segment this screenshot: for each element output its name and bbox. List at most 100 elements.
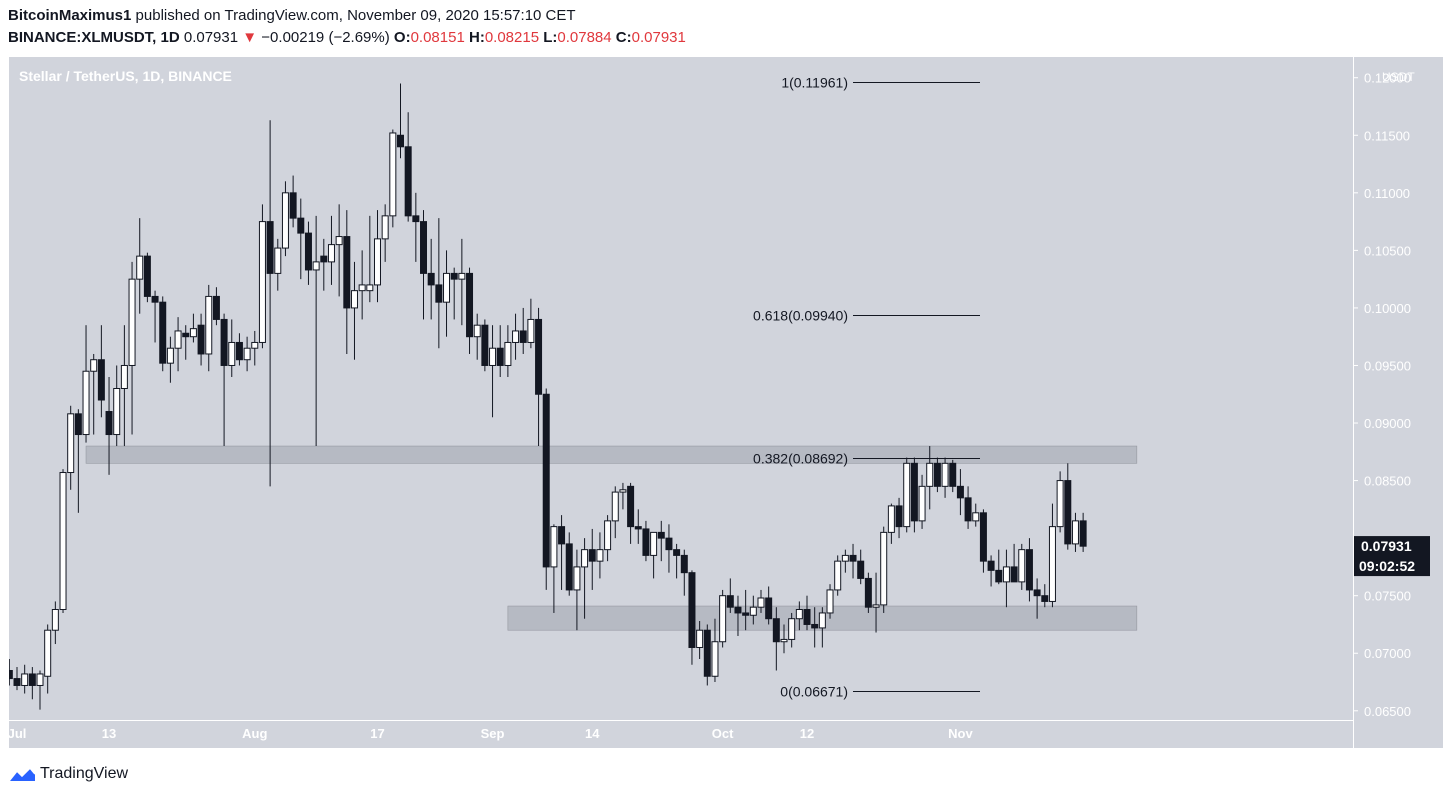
author-name[interactable]: BitcoinMaximus1 xyxy=(8,7,132,24)
bullish-candle xyxy=(619,489,627,493)
bearish-candle xyxy=(304,232,312,271)
fibonacci-levels: 1(0.11961) 0.618(0.09940) 0.382(0.08692) 0(… xyxy=(753,75,980,700)
bearish-candle xyxy=(558,526,566,545)
bearish-candle xyxy=(803,609,811,625)
bearish-candle xyxy=(811,623,819,629)
price-change: −0.00219 (−2.69%) xyxy=(261,29,390,46)
bullish-candle xyxy=(243,347,251,361)
bullish-candle xyxy=(512,330,520,343)
bullish-candle xyxy=(1056,480,1064,528)
bullish-candle xyxy=(120,364,128,389)
price-axis[interactable] xyxy=(1353,57,1443,748)
down-arrow-icon: ▼ xyxy=(242,29,258,46)
bullish-candle xyxy=(880,531,888,606)
time-tick-label: 17 xyxy=(370,726,384,741)
bearish-candle xyxy=(765,597,773,620)
bullish-candle xyxy=(174,330,182,349)
bullish-candle xyxy=(711,641,719,677)
bearish-candle xyxy=(642,528,650,556)
bearish-candle xyxy=(420,221,428,274)
bullish-candle xyxy=(281,192,289,249)
bullish-candle xyxy=(926,462,934,487)
bullish-candle xyxy=(918,485,926,522)
bearish-candle xyxy=(235,341,243,361)
bearish-candle xyxy=(13,678,21,686)
price-tick-label: 0.07500 xyxy=(1364,589,1411,604)
bearish-candle xyxy=(1079,520,1087,547)
bullish-candle xyxy=(381,215,389,240)
price-tick-label: 0.11500 xyxy=(1364,128,1410,143)
close-value: 0.07931 xyxy=(631,29,686,46)
bearish-candle xyxy=(28,673,36,686)
bearish-candle xyxy=(1025,549,1033,591)
bearish-candle xyxy=(220,318,228,366)
bullish-candle xyxy=(527,318,535,343)
bullish-candle xyxy=(550,526,558,568)
bullish-candle xyxy=(795,609,803,620)
bullish-candle xyxy=(67,413,75,474)
bullish-candle xyxy=(972,512,980,522)
bearish-candle xyxy=(97,359,105,401)
bullish-candle xyxy=(841,554,849,562)
publish-info: BitcoinMaximus1 published on TradingView… xyxy=(8,7,576,24)
bearish-candle xyxy=(680,554,688,574)
bullish-candle xyxy=(788,618,796,640)
bullish-candle xyxy=(82,370,90,436)
bullish-candle xyxy=(719,595,727,643)
price-tick-label: 0.09000 xyxy=(1364,416,1411,431)
bullish-candle xyxy=(189,328,197,338)
bullish-candle xyxy=(573,566,581,591)
fib-level-label: 0.618(0.09940) xyxy=(753,308,848,324)
bearish-candle xyxy=(772,618,780,643)
bearish-candle xyxy=(519,330,527,343)
time-tick-label: 13 xyxy=(102,726,116,741)
bearish-candle xyxy=(734,606,742,614)
bearish-candle xyxy=(979,512,987,562)
bullish-candle xyxy=(205,295,213,355)
time-tick-label: Oct xyxy=(712,726,734,741)
bearish-candle xyxy=(1041,595,1049,602)
bearish-candle xyxy=(74,413,82,436)
bullish-candle xyxy=(1018,549,1026,583)
bullish-candle xyxy=(373,238,381,286)
bearish-candle xyxy=(673,549,681,556)
bullish-candle xyxy=(872,604,880,608)
bearish-candle xyxy=(404,146,412,217)
bearish-candle xyxy=(849,554,857,562)
bullish-candle xyxy=(166,347,174,364)
time-axis[interactable] xyxy=(9,720,1353,748)
bullish-candle xyxy=(596,549,604,562)
bearish-candle xyxy=(910,462,918,522)
time-tick-label: 12 xyxy=(800,726,814,741)
time-tick-label: Sep xyxy=(481,726,505,741)
bullish-candle xyxy=(489,347,497,366)
bullish-candle xyxy=(136,255,144,280)
bullish-candle xyxy=(1048,526,1056,602)
bullish-candle xyxy=(757,597,765,608)
footer-brand: TradingView xyxy=(40,765,129,782)
bullish-candle xyxy=(228,341,236,366)
bullish-candle xyxy=(650,531,658,556)
low-value: 0.07884 xyxy=(557,29,612,46)
bearish-candle xyxy=(412,215,420,223)
fib-level-label: 1(0.11961) xyxy=(781,75,848,91)
symbol-name: BINANCE:XLMUSDT, 1D xyxy=(8,29,180,46)
bearish-candle xyxy=(726,595,734,608)
bearish-candle xyxy=(289,192,297,219)
price-tick-label: 0.10000 xyxy=(1364,301,1411,316)
tradingview-logo[interactable]: TradingView xyxy=(8,762,128,786)
fib-level-label: 0.382(0.08692) xyxy=(753,451,848,467)
sr-zone xyxy=(85,445,1138,464)
bearish-candle xyxy=(182,332,190,338)
time-tick-label: 14 xyxy=(585,726,600,741)
bearish-candle xyxy=(665,537,673,551)
tradingview-logo-icon xyxy=(8,766,36,782)
price-tick-label: 0.06500 xyxy=(1364,704,1411,719)
bearish-candle xyxy=(657,531,665,539)
bearish-candle xyxy=(320,255,328,263)
bearish-candle xyxy=(151,295,159,303)
bearish-candle xyxy=(466,272,474,338)
bearish-candle xyxy=(703,629,711,677)
bullish-candle xyxy=(903,462,911,528)
